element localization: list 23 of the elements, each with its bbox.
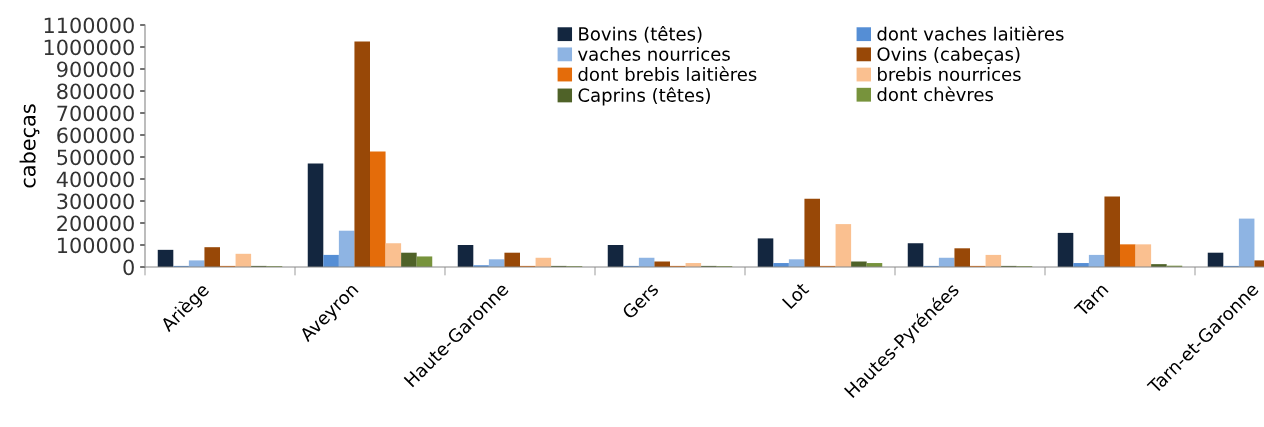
legend-label: Caprins (têtes): [578, 87, 710, 106]
x-tick-label: Tarn: [1073, 282, 1109, 318]
y-tick-label: 0: [123, 259, 134, 276]
y-tick-label: 800000: [57, 83, 134, 100]
legend-label: Ovins (cabeças): [877, 46, 1020, 65]
y-tick-label: 600000: [57, 127, 134, 144]
legend-label: brebis nourrices: [878, 67, 1021, 82]
y-tick-label: 500000: [57, 149, 134, 166]
y-tick-label: 100000: [58, 237, 134, 254]
y-tick-label: 200000: [57, 215, 134, 232]
y-tick-label: 1100000: [44, 17, 134, 34]
legend-label: dont vaches laitières: [877, 26, 1064, 41]
legend-label: vaches nourrices: [577, 46, 730, 61]
legend-label: dont brebis laitières: [578, 66, 757, 82]
y-tick-label: 400000: [56, 171, 134, 188]
legend-label: Bovins (têtes): [579, 26, 702, 43]
y-tick-label: 1000000: [44, 39, 134, 56]
x-tick-label: Lot: [781, 281, 810, 310]
y-axis-title: cabeças: [19, 104, 40, 188]
legend-label: dont chèvres: [877, 86, 994, 102]
y-tick-label: 700000: [57, 105, 134, 122]
y-tick-label: 900000: [57, 61, 134, 78]
y-tick-label: 300000: [57, 193, 134, 210]
